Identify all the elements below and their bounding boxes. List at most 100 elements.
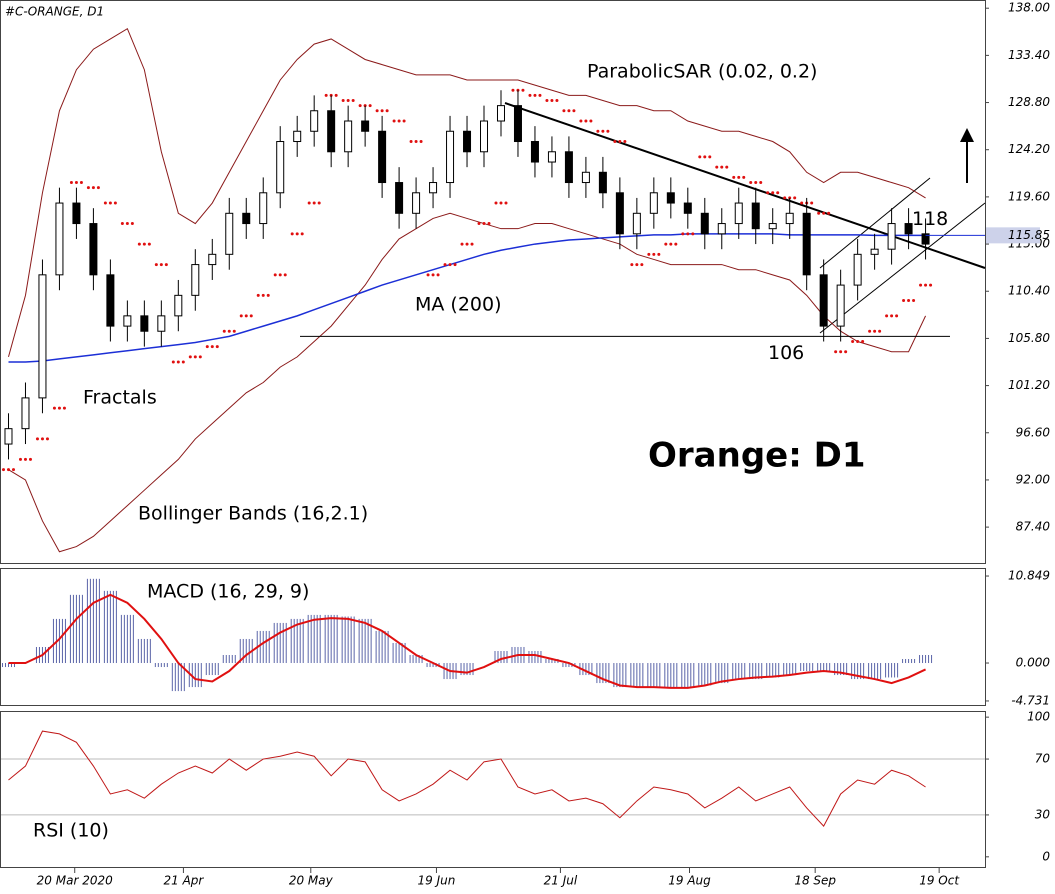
sar-dot [261,293,265,297]
y-tick-label: 30 [1035,807,1051,821]
sar-dot [188,355,192,359]
sar-dot [96,186,100,190]
sar-dot [465,242,469,246]
sar-dot [596,129,600,133]
candle-body [208,253,217,266]
sar-dot [397,119,401,123]
candle-body [463,130,472,153]
sar-dot [193,355,197,359]
sar-dot [868,329,872,333]
sar-dot [120,222,124,226]
sar-dot [91,186,95,190]
candle-body [140,315,149,332]
sar-dot [312,201,316,205]
candle-body [327,110,336,153]
sar-dot [324,93,328,97]
sar-dot [657,252,661,256]
sar-dot [924,283,928,287]
sar-dot [912,298,916,302]
sar-dot [834,350,838,354]
y-tick-label: 133.40 [1008,48,1050,62]
sar-dot [137,242,141,246]
sar-dot [754,181,758,185]
level-label: 118 [912,208,948,230]
sar-dot [562,109,566,113]
sar-dot [290,232,294,236]
candle-body [4,428,13,445]
sar-dot [227,329,231,333]
sar-dot [40,437,44,441]
sar-dot [1,468,5,472]
macd-signal [8,593,926,689]
sar-dot [232,329,236,333]
candle-body [412,192,421,214]
sar-dot [793,196,797,200]
sar-dot [703,155,707,159]
candle-body [361,120,370,132]
sar-dot [6,468,10,472]
sar-dot [205,345,209,349]
sar-dot [171,360,175,364]
candle-body [734,202,743,225]
last-price-label: 115.85 [1008,228,1050,242]
x-tick-label: 21 Apr [163,874,204,888]
sar-dot [239,314,243,318]
candle-body [429,182,438,194]
rsi-line [8,730,926,827]
sar-dot [375,109,379,113]
sar-dot [533,93,537,97]
sar-dot [822,211,826,215]
sar-dot [494,201,498,205]
sar-dot [725,165,729,169]
headline: Orange: D1 [648,436,866,476]
y-tick-label: 10.849 [1008,569,1050,583]
y-tick-label: 128.80 [1008,95,1050,109]
candle-body [72,202,81,225]
candle-body [293,130,302,143]
sar-dot [737,175,741,179]
sar-dot [317,201,321,205]
candle-body [21,397,30,430]
y-tick-label: 138.00 [1008,1,1050,15]
candle-body [496,105,505,122]
sar-dot [431,273,435,277]
trend-line [504,102,986,269]
sar-dot [640,263,644,267]
sar-dot [635,263,639,267]
sar-dot [164,263,168,267]
sar-dot [351,98,355,102]
y-tick-label: 101.20 [1008,378,1050,392]
x-tick-label: 19 Aug [668,874,711,888]
y-tick-label: 105.80 [1008,331,1050,345]
sar-dot [817,211,821,215]
sar-dot [392,119,396,123]
sar-dot [470,242,474,246]
sar-dot [130,222,134,226]
sar-dot [436,273,440,277]
y-tick-label: -4.731 [1011,693,1050,707]
y-tick-label: 124.20 [1008,142,1050,156]
sar-dot [732,175,736,179]
sar-dot [618,140,622,144]
main-frame [0,0,986,564]
x-tick-label: 19 Oct [919,874,960,888]
sar-dot [402,119,406,123]
sar-dot [295,232,299,236]
candle-body [649,192,658,214]
candle-body [191,264,200,296]
sar-dot [57,406,61,410]
sar-dot [244,314,248,318]
y-tick-label: 119.60 [1008,189,1050,203]
x-tick-label: 19 Jun [418,874,456,888]
sar-dot [584,119,588,123]
sar-dot [844,350,848,354]
sar-dot [419,140,423,144]
candle-body [751,202,760,230]
sar-dot [919,283,923,287]
candle-body [564,151,573,184]
bollinger-band [8,212,927,553]
sar-dot [647,252,651,256]
sar-dot [426,273,430,277]
sar-dot [681,232,685,236]
sar-dot [283,273,287,277]
